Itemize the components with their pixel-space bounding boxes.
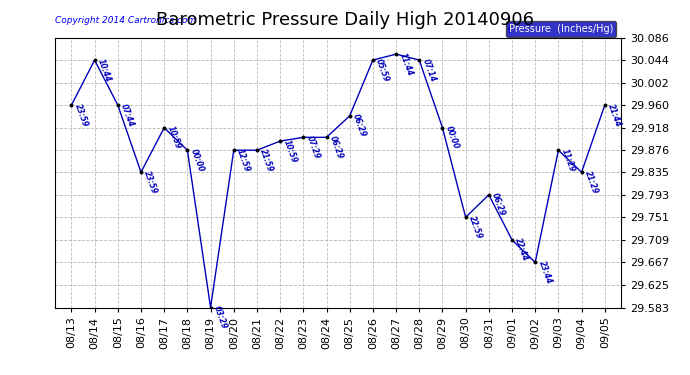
Point xyxy=(367,57,378,63)
Point xyxy=(414,57,425,63)
Text: 21:44: 21:44 xyxy=(606,102,623,128)
Text: 23:59: 23:59 xyxy=(142,170,159,195)
Text: 23:44: 23:44 xyxy=(537,260,553,285)
Text: 22:44: 22:44 xyxy=(513,237,530,263)
Point xyxy=(205,304,216,310)
Point xyxy=(599,102,610,108)
Text: 23:59: 23:59 xyxy=(73,102,90,128)
Text: 05:59: 05:59 xyxy=(374,57,391,83)
Point xyxy=(553,147,564,153)
Point xyxy=(182,147,193,153)
Text: Barometric Pressure Daily High 20140906: Barometric Pressure Daily High 20140906 xyxy=(156,11,534,29)
Point xyxy=(251,147,262,153)
Text: 21:59: 21:59 xyxy=(258,147,275,173)
Text: 07:44: 07:44 xyxy=(119,102,136,128)
Point xyxy=(321,134,332,140)
Text: 06:29: 06:29 xyxy=(328,135,344,160)
Point xyxy=(159,124,170,130)
Point xyxy=(506,237,518,243)
Text: Copyright 2014 Cartronics.com: Copyright 2014 Cartronics.com xyxy=(55,16,197,25)
Text: 10:44: 10:44 xyxy=(96,57,112,83)
Legend: Pressure  (Inches/Hg): Pressure (Inches/Hg) xyxy=(506,21,616,37)
Text: 06:29: 06:29 xyxy=(351,113,368,139)
Point xyxy=(530,260,541,266)
Text: 10:59: 10:59 xyxy=(282,138,298,164)
Point xyxy=(135,169,146,175)
Point xyxy=(298,134,309,140)
Text: 21:29: 21:29 xyxy=(583,170,600,195)
Point xyxy=(460,214,471,220)
Point xyxy=(89,57,100,63)
Point xyxy=(344,113,355,119)
Text: 07:29: 07:29 xyxy=(305,135,322,160)
Point xyxy=(437,124,448,130)
Text: 06:29: 06:29 xyxy=(490,192,507,217)
Point xyxy=(275,138,286,144)
Point xyxy=(483,192,494,198)
Point xyxy=(112,102,124,108)
Text: 10:59: 10:59 xyxy=(166,125,182,150)
Point xyxy=(391,51,402,57)
Text: 00:00: 00:00 xyxy=(444,125,460,150)
Point xyxy=(228,147,239,153)
Text: 03:29: 03:29 xyxy=(212,305,228,330)
Text: 11:29: 11:29 xyxy=(560,147,576,173)
Text: 00:00: 00:00 xyxy=(189,147,206,173)
Text: 07:14: 07:14 xyxy=(421,57,437,83)
Point xyxy=(576,169,587,175)
Point xyxy=(66,102,77,108)
Text: 11:44: 11:44 xyxy=(397,51,414,77)
Text: 12:59: 12:59 xyxy=(235,147,252,173)
Text: 22:59: 22:59 xyxy=(467,214,484,240)
